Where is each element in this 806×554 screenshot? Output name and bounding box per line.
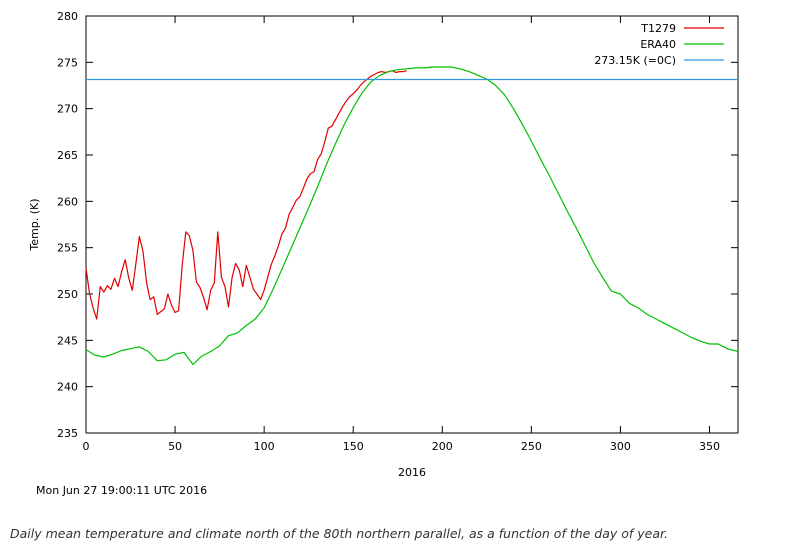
x-tick-label: 0	[83, 440, 90, 453]
plot-area: 235 240 245 250 255 260 265 270 275 280 0 50 100 150 2…	[57, 10, 739, 453]
y-axis-label: Temp. (K)	[28, 198, 41, 251]
y-tick-label: 250	[57, 288, 78, 301]
x-tick-label: 350	[699, 440, 720, 453]
legend-label-2: ERA40	[640, 38, 676, 51]
y-tick-label: 240	[57, 381, 78, 394]
x-tick-label: 150	[343, 440, 364, 453]
y-tick-label: 265	[57, 149, 78, 162]
x-axis-label: 2016	[398, 466, 426, 479]
plot-frame	[85, 15, 739, 434]
legend-label-3: 273.15K (=0C)	[594, 54, 676, 67]
x-tick-label: 300	[610, 440, 631, 453]
figure-caption: Daily mean temperature and climate north…	[10, 526, 669, 541]
x-tick-label: 200	[432, 440, 453, 453]
legend-label-1: T1279	[640, 22, 676, 35]
timestamp: Mon Jun 27 19:00:11 UTC 2016	[36, 484, 208, 497]
y-tick-label: 255	[57, 242, 78, 255]
x-tick-label: 100	[254, 440, 275, 453]
y-tick-label: 235	[57, 427, 78, 440]
y-tick-label: 270	[57, 103, 78, 116]
y-tick-label: 260	[57, 195, 78, 208]
y-tick-label: 275	[57, 56, 78, 69]
x-tick-label: 50	[168, 440, 182, 453]
series-line-1	[85, 70, 407, 320]
x-tick-label: 250	[521, 440, 542, 453]
y-tick-label: 280	[57, 10, 78, 23]
y-tick-label: 245	[57, 334, 78, 347]
series-line-2	[85, 66, 739, 365]
